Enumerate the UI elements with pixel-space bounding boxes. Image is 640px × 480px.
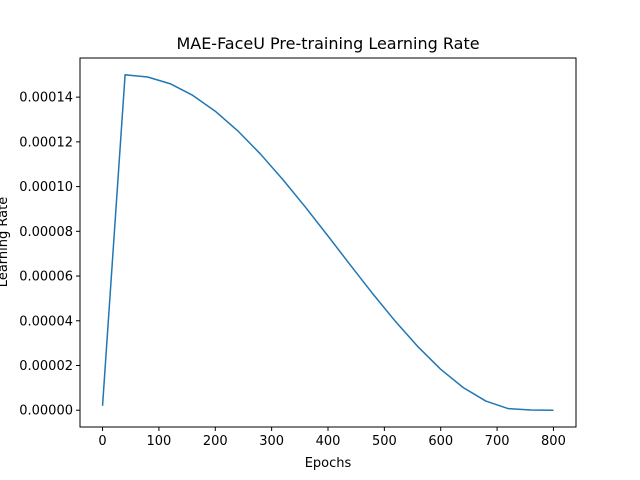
y-tick-label: 0.00014 (19, 91, 73, 106)
series-line (101, 74, 554, 411)
x-axis-ticks: 0 100 200 300 400 500 600 700 800 (98, 427, 566, 449)
x-tick-label: 600 (428, 434, 453, 449)
y-tick-label: 0.00012 (19, 135, 73, 150)
x-tick-label: 0 (98, 434, 106, 449)
x-tick-label: 300 (259, 434, 284, 449)
x-tick-label: 800 (541, 434, 566, 449)
y-tick-label: 0.00000 (19, 404, 73, 419)
x-tick-label: 100 (146, 434, 171, 449)
chart-title: MAE-FaceU Pre-training Learning Rate (176, 34, 479, 53)
y-tick-label: 0.00004 (19, 314, 73, 329)
plot-frame (79, 57, 577, 428)
series-layer (101, 74, 554, 411)
x-tick-label: 400 (316, 434, 341, 449)
y-axis-label: Learning Rate (0, 197, 11, 287)
x-tick-label: 500 (372, 434, 397, 449)
x-tick-label: 700 (485, 434, 510, 449)
y-axis-ticks: 0.00000 0.00002 0.00004 0.00006 0.00008 0.000… (19, 91, 80, 419)
y-tick-label: 0.00008 (19, 225, 73, 240)
y-tick-label: 0.00002 (19, 359, 73, 374)
x-tick-label: 200 (203, 434, 228, 449)
y-tick-label: 0.00006 (19, 270, 73, 285)
y-tick-label: 0.00010 (19, 180, 73, 195)
x-axis-label: Epochs (305, 456, 352, 471)
plot-area (80, 58, 576, 427)
